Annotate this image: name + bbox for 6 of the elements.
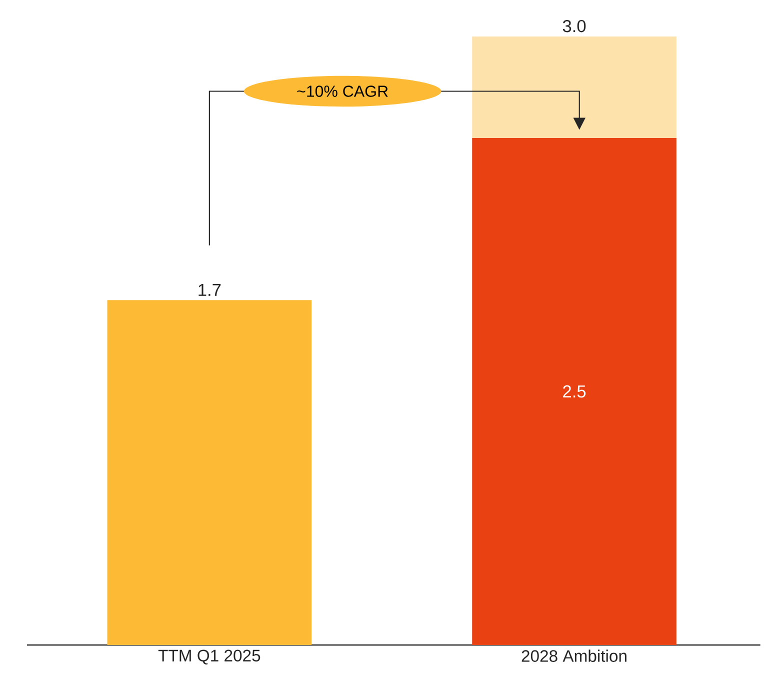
total-label: 3.0 — [562, 20, 586, 32]
x-tick-label: 2028 Ambition — [522, 650, 626, 662]
annotation: ~10% CAGR — [297, 86, 388, 97]
data-label: 1.7 — [198, 284, 221, 296]
data-label: 2.5 — [563, 385, 586, 398]
x-tick-label: TTM Q1 2025 — [158, 650, 260, 664]
